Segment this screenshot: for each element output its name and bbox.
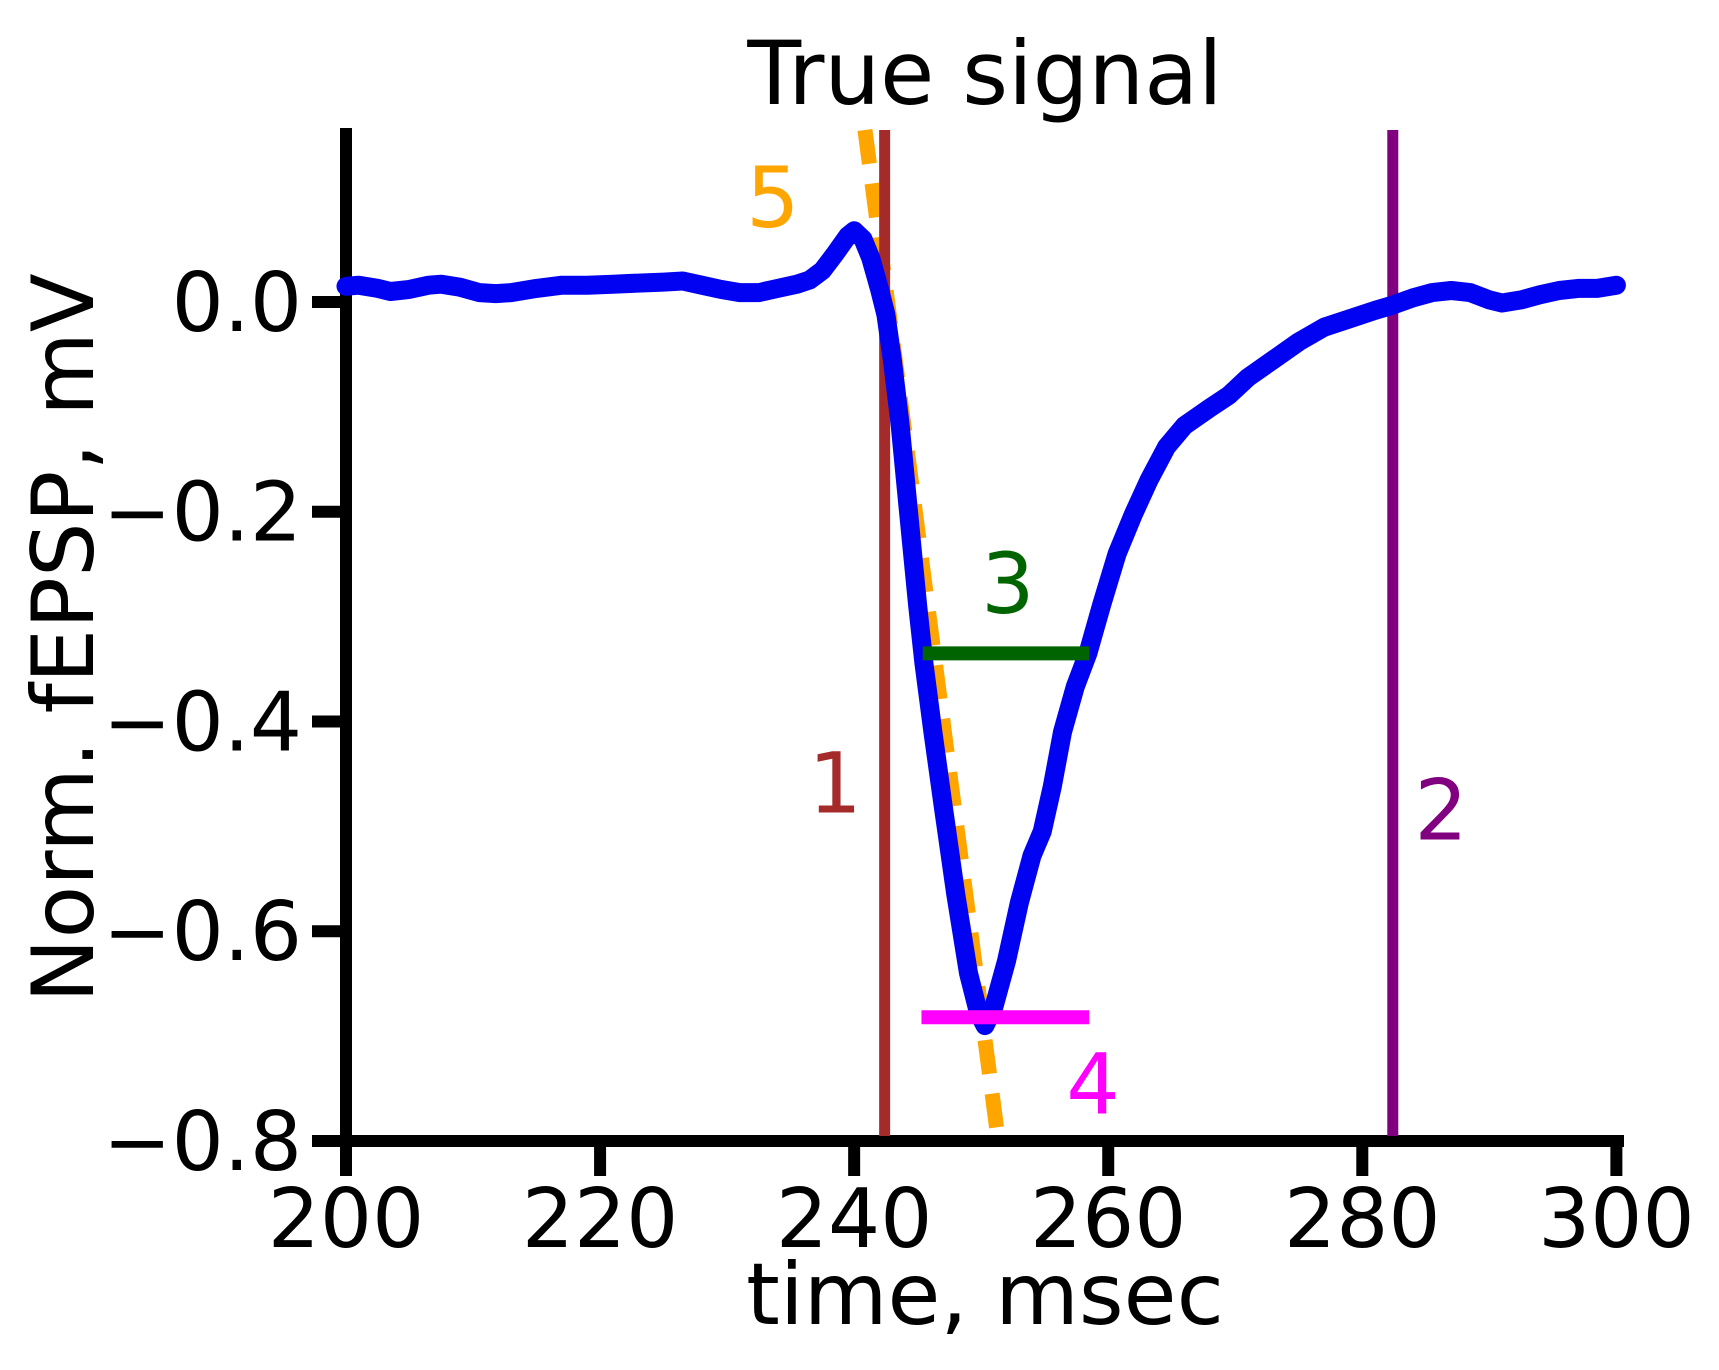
annotation-label-1: 1: [808, 734, 861, 832]
y-tick-label: −0.2: [103, 466, 302, 561]
y-tick-label: 0.0: [172, 256, 302, 351]
x-tick-label: 300: [1538, 1172, 1695, 1267]
x-axis-label: time, msec: [746, 1245, 1224, 1345]
x-tick-label: 260: [1030, 1172, 1187, 1267]
y-tick-label: −0.8: [103, 1095, 302, 1190]
y-tick-label: −0.4: [103, 675, 302, 770]
x-tick-label: 200: [268, 1172, 425, 1267]
y-axis-label: Norm. fEPSP, mV: [14, 273, 114, 1003]
chart-title: True signal: [747, 22, 1223, 125]
x-tick-label: 280: [1284, 1172, 1441, 1267]
annotation-label-3: 3: [981, 535, 1034, 633]
annotation-label-4: 4: [1066, 1035, 1119, 1133]
annotation-label-2: 2: [1414, 762, 1467, 860]
x-tick-label: 240: [776, 1172, 933, 1267]
signal-trace: [336, 221, 1626, 1036]
x-tick-label: 220: [522, 1172, 679, 1267]
annotation-label-5: 5: [746, 149, 799, 247]
y-tick-label: −0.6: [103, 885, 302, 980]
